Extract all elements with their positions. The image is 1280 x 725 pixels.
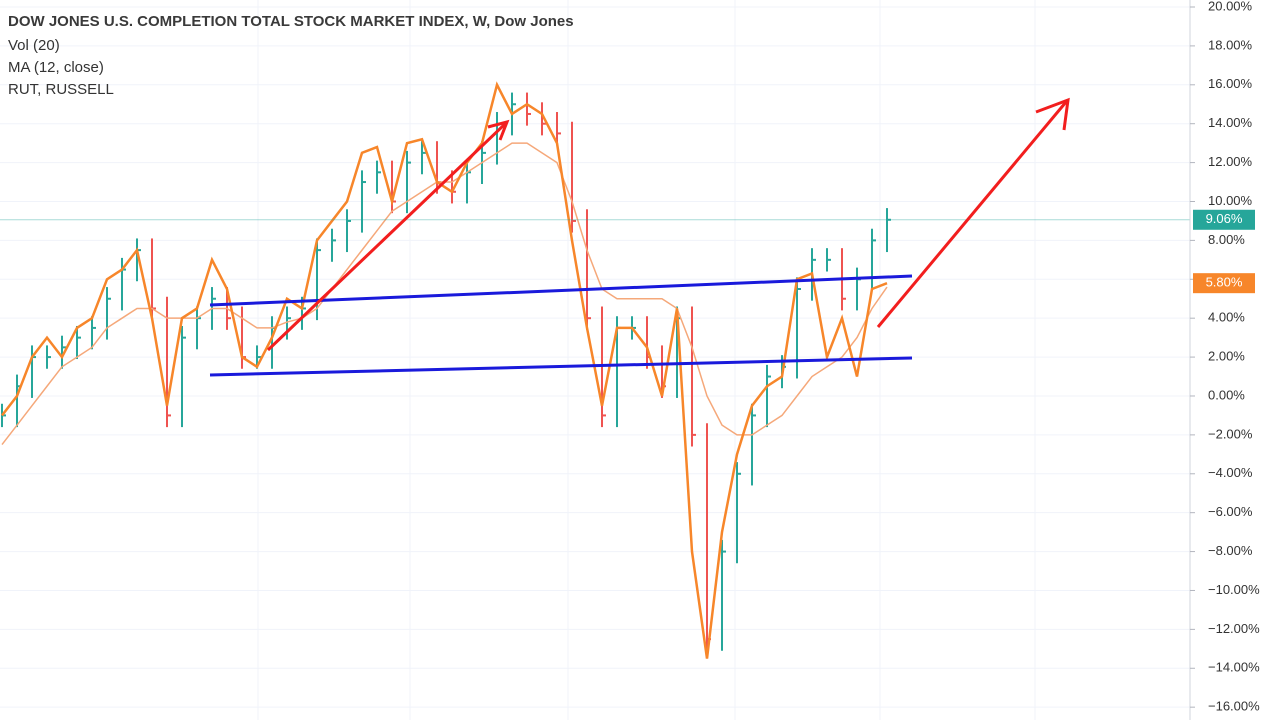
legend-entry: RUT, RUSSELL [8, 81, 114, 98]
plot [0, 81, 1190, 659]
y-tick-label: 18.00% [1208, 37, 1253, 52]
y-tick-label: 20.00% [1208, 0, 1253, 13]
chart-title: DOW JONES U.S. COMPLETION TOTAL STOCK MA… [8, 13, 574, 30]
y-axis: 20.00% 18.00% 16.00% 14.00% 12.00% 10.00% 8.00… [1190, 0, 1260, 714]
legend: DOW JONES U.S. COMPLETION TOTAL STOCK MA… [8, 13, 574, 98]
y-tick-label: 8.00% [1208, 232, 1245, 247]
indicator-label: Vol (20) [8, 37, 60, 54]
y-tick-label: 2.00% [1208, 349, 1245, 364]
price-tag [1193, 209, 1255, 230]
legend-entry: MA (12, close) [8, 59, 104, 76]
y-tick-label: 0.00% [1208, 387, 1245, 402]
y-tick-label: −10.00% [1208, 582, 1260, 597]
y-tick-label: 12.00% [1208, 154, 1253, 169]
series-line [1, 81, 888, 659]
drawings [209, 97, 1070, 377]
y-tick-label: 16.00% [1208, 76, 1253, 91]
y-tick-label: −14.00% [1208, 660, 1260, 675]
y-tick-label: −8.00% [1208, 543, 1253, 558]
y-tick-label: 4.00% [1208, 310, 1245, 325]
price-tag-label: 5.80% [1206, 275, 1243, 290]
grid [0, 6, 1190, 708]
y-tick-label: −12.00% [1208, 621, 1260, 636]
y-tick-label: 14.00% [1208, 115, 1253, 130]
price-tag-label: 9.06% [1206, 211, 1243, 226]
y-tick-label: −4.00% [1208, 465, 1253, 480]
y-tick-label: −16.00% [1208, 699, 1260, 714]
y-tick-label: −2.00% [1208, 426, 1253, 441]
price-tag [1193, 273, 1255, 294]
y-tick-label: −6.00% [1208, 504, 1253, 519]
y-tick-label: 10.00% [1208, 193, 1253, 208]
